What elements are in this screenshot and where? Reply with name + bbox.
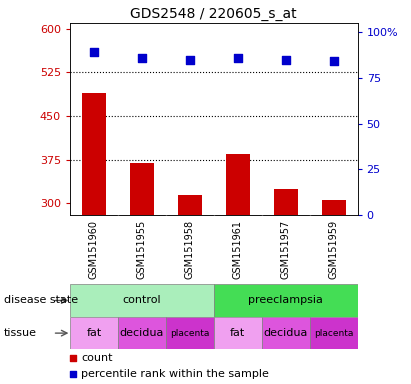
Text: GSM151958: GSM151958 xyxy=(185,220,195,279)
Bar xyxy=(70,317,118,349)
Text: GSM151957: GSM151957 xyxy=(281,220,291,279)
Bar xyxy=(262,317,309,349)
Bar xyxy=(178,195,202,215)
Title: GDS2548 / 220605_s_at: GDS2548 / 220605_s_at xyxy=(130,7,297,21)
Text: GSM151955: GSM151955 xyxy=(137,220,147,279)
Text: GSM151960: GSM151960 xyxy=(89,220,99,279)
Point xyxy=(187,56,193,63)
Point xyxy=(90,49,97,55)
Text: count: count xyxy=(81,353,113,363)
Bar xyxy=(214,284,358,317)
Bar xyxy=(82,93,106,215)
Bar xyxy=(322,200,346,215)
Bar xyxy=(214,317,262,349)
Bar xyxy=(226,154,250,215)
Text: disease state: disease state xyxy=(4,295,78,306)
Text: fat: fat xyxy=(86,328,102,338)
Text: placenta: placenta xyxy=(170,329,210,338)
Point xyxy=(282,56,289,63)
Bar xyxy=(118,317,166,349)
Point xyxy=(330,58,337,65)
Bar xyxy=(166,317,214,349)
Bar xyxy=(274,189,298,215)
Text: control: control xyxy=(122,295,161,306)
Text: placenta: placenta xyxy=(314,329,353,338)
Text: GSM151959: GSM151959 xyxy=(329,220,339,279)
Text: tissue: tissue xyxy=(4,328,37,338)
Point xyxy=(234,55,241,61)
Text: percentile rank within the sample: percentile rank within the sample xyxy=(81,369,269,379)
Text: decidua: decidua xyxy=(263,328,308,338)
Bar xyxy=(309,317,358,349)
Text: GSM151961: GSM151961 xyxy=(233,220,242,279)
Point xyxy=(139,55,145,61)
Bar xyxy=(70,284,214,317)
Text: decidua: decidua xyxy=(120,328,164,338)
Text: preeclampsia: preeclampsia xyxy=(248,295,323,306)
Bar xyxy=(130,163,154,215)
Text: fat: fat xyxy=(230,328,245,338)
